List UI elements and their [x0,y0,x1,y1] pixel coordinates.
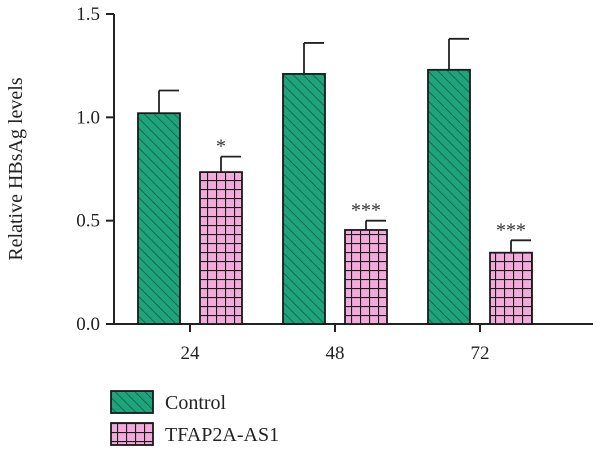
bar-control-24 [137,112,181,325]
y-tick-label: 1.0 [76,107,100,128]
legend: Control TFAP2A-AS1 [110,390,279,446]
significance-label: *** [496,219,526,241]
x-tick-label: 24 [181,343,201,364]
legend-label-tfap2a-as1: TFAP2A-AS1 [165,424,279,446]
significance-labels: ******* [216,136,526,242]
bar-control-48 [282,73,326,325]
x-tick-label: 72 [471,343,490,364]
bar-control-72 [427,68,471,325]
error-bars [158,37,531,253]
legend-swatch-tfap2a-as1 [110,422,154,446]
y-tick-label: 0.5 [76,211,100,232]
bars [137,68,533,325]
y-ticks: 0.0 0.5 1.0 1.5 [76,4,114,335]
significance-label: *** [351,200,381,222]
y-axis: 0.0 0.5 1.0 1.5 [76,4,115,335]
y-tick-label: 1.5 [76,4,100,25]
x-axis: 24 48 72 [113,323,593,364]
y-axis-label: Relative HBsAg levels [5,77,27,261]
x-ticks: 24 48 72 [181,324,490,364]
legend-label-control: Control [165,392,227,414]
x-tick-label: 48 [326,343,345,364]
bar-tfap2a-as1-24 [199,171,243,325]
bar-tfap2a-as1-72 [489,251,533,325]
y-tick-label: 0.0 [76,314,100,335]
significance-label: * [216,136,226,158]
legend-swatch-control [110,390,154,414]
bar-tfap2a-as1-48 [344,229,388,325]
